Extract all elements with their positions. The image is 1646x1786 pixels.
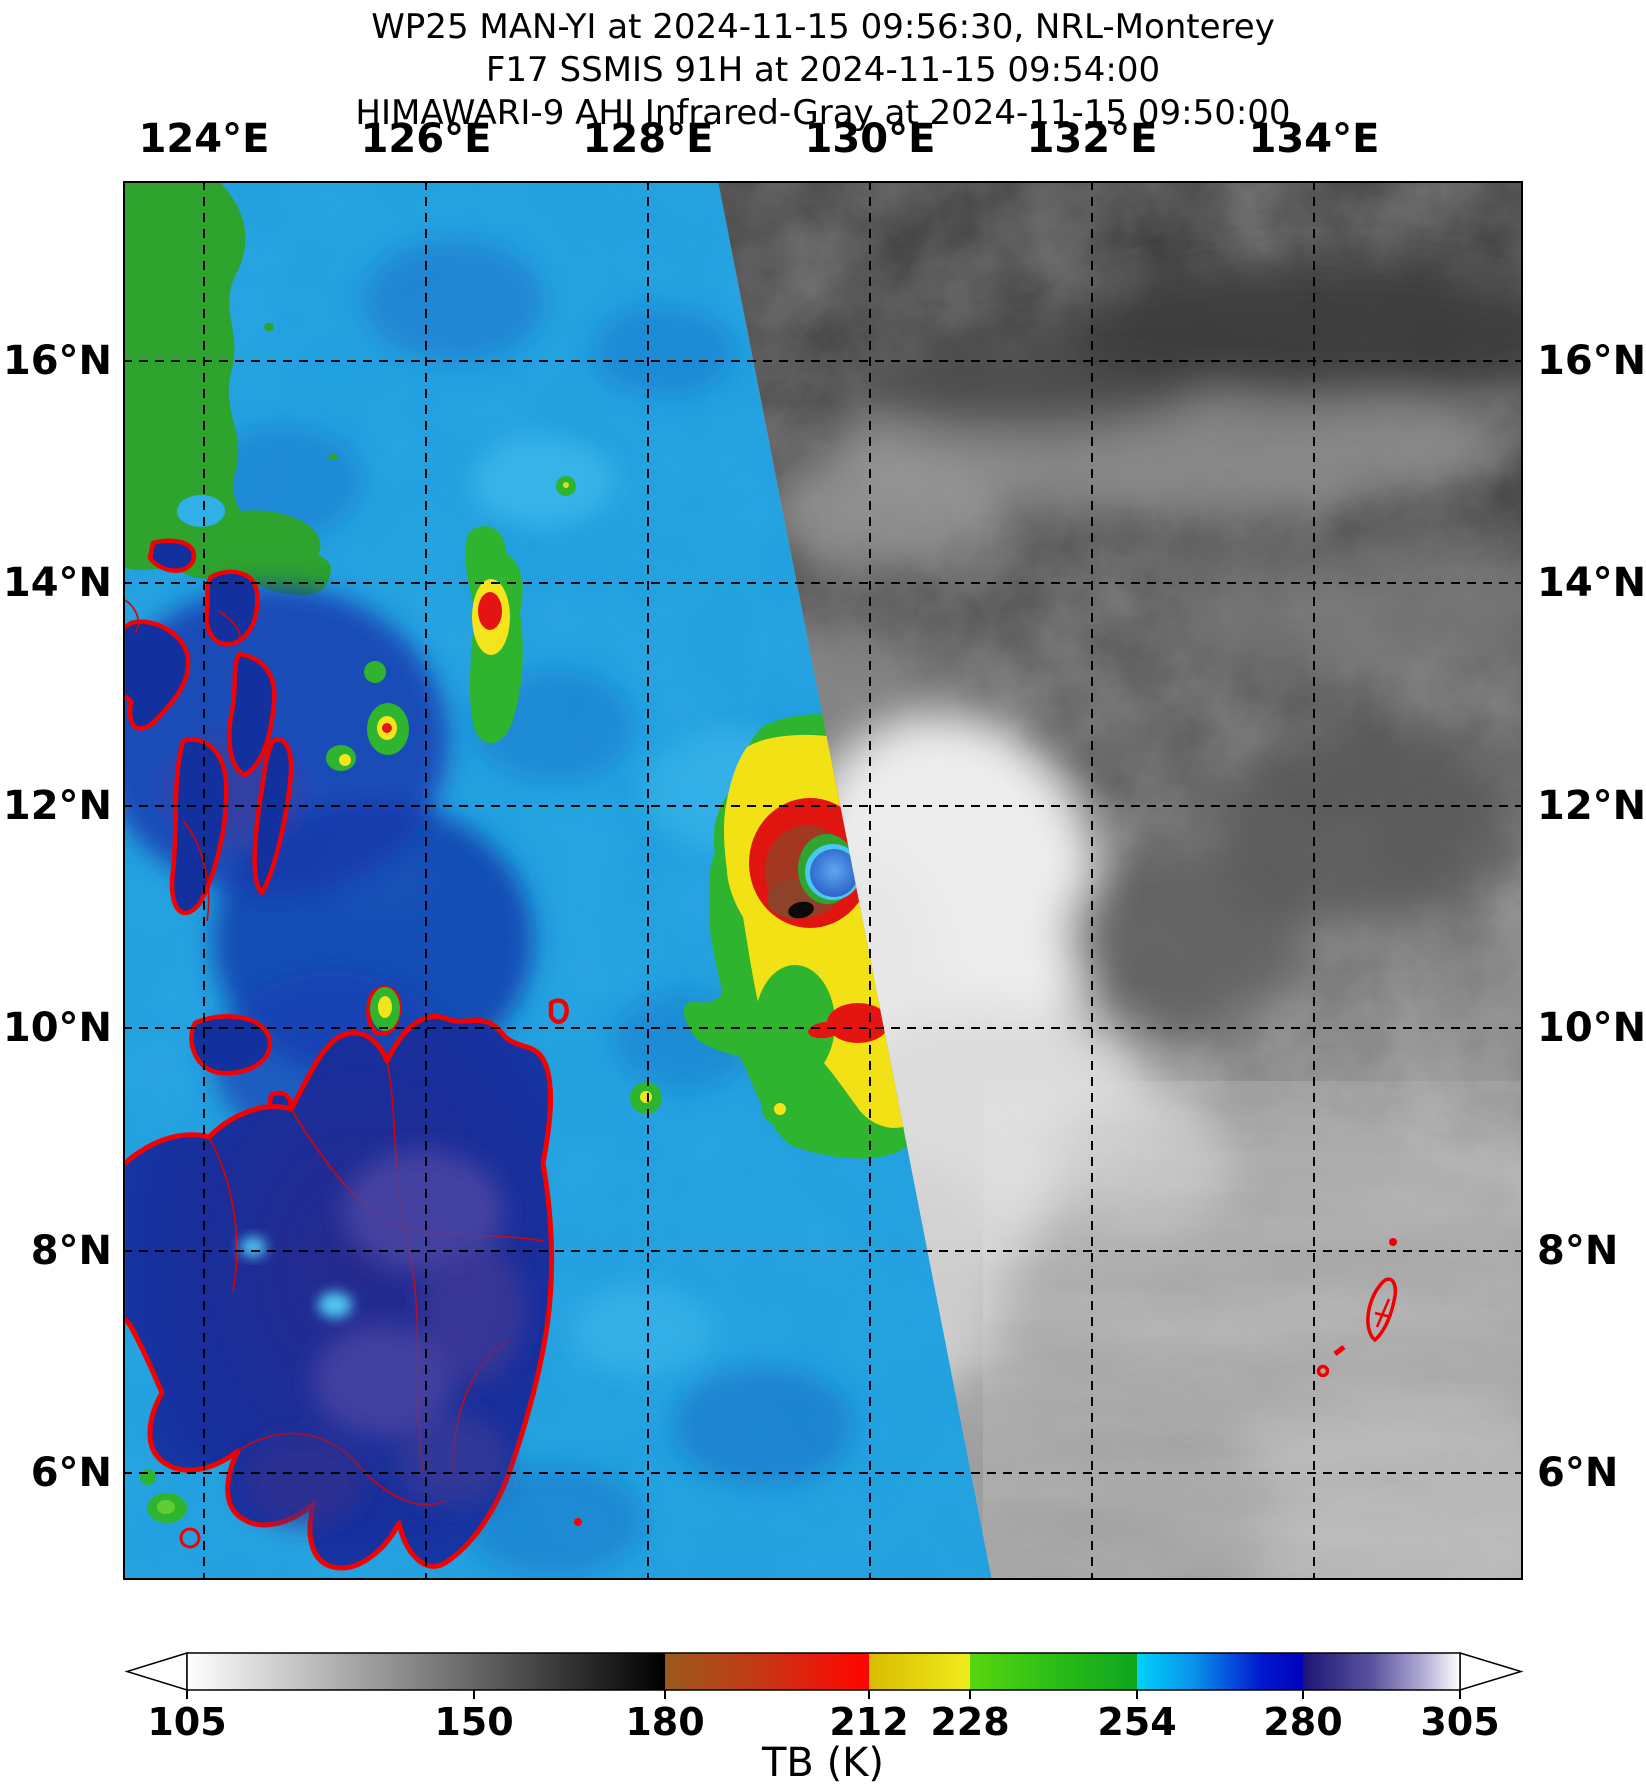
ir-streak-texture: [983, 1081, 1523, 1580]
luzon-landmass: [123, 181, 338, 596]
colorbar-canvas: [124, 1651, 1524, 1699]
cbar-tick-105: 105: [147, 1700, 227, 1744]
cbar-tick-254: 254: [1097, 1700, 1177, 1744]
south-yellow-cell: [774, 1103, 786, 1115]
map-border: [123, 181, 1523, 1580]
colorbar-left-arrow: [124, 1651, 188, 1692]
lon-label-134e: 134°E: [1248, 116, 1380, 162]
south-red-blob: [827, 1003, 889, 1043]
luzon-inlet: [177, 495, 225, 527]
cbar-tick-150: 150: [434, 1700, 514, 1744]
lat-label-right-8n: 8°N: [1537, 1228, 1619, 1274]
lat-label-left-16n: 16°N: [2, 338, 112, 384]
colorbar-outline: [186, 1652, 1461, 1691]
convective-strip: [465, 526, 523, 744]
typhoon-eye: [810, 849, 858, 897]
island-panay: [123, 619, 191, 731]
lat-label-right-16n: 16°N: [1537, 338, 1646, 384]
colorbar: [100, 1646, 1546, 1706]
lat-label-right-10n: 10°N: [1537, 1005, 1646, 1051]
lat-label-left-14n: 14°N: [2, 560, 112, 606]
lat-label-right-6n: 6°N: [1537, 1450, 1619, 1496]
lon-label-130e: 130°E: [804, 116, 936, 162]
lon-label-128e: 128°E: [582, 116, 714, 162]
lat-label-right-12n: 12°N: [1537, 783, 1646, 829]
title-line-2: F17 SSMIS 91H at 2024-11-15 09:54:00: [485, 50, 1161, 90]
colorbar-right-arrow: [1459, 1651, 1524, 1692]
island-cebu: [252, 737, 294, 896]
colorbar-segments: [187, 1653, 1460, 1690]
cbar-tick-180: 180: [625, 1700, 705, 1744]
lon-label-124e: 124°E: [138, 116, 270, 162]
island-leyte: [227, 651, 277, 778]
south-red-marks: [179, 1518, 582, 1549]
island-bohol: [189, 1014, 273, 1076]
mindanao-interior-shading: [243, 1151, 523, 1526]
lat-label-left-12n: 12°N: [2, 783, 112, 829]
cbar-tick-280: 280: [1263, 1700, 1343, 1744]
mindanao-light-spot-2: [240, 1237, 266, 1257]
lat-label-left-8n: 8°N: [30, 1228, 112, 1274]
cbar-tick-212: 212: [829, 1700, 909, 1744]
lon-label-126e: 126°E: [360, 116, 492, 162]
islet-dinagat: [548, 998, 569, 1024]
lat-label-left-10n: 10°N: [2, 1005, 112, 1051]
lon-label-132e: 132°E: [1026, 116, 1158, 162]
map-figure: [123, 181, 1523, 1580]
lat-label-left-6n: 6°N: [30, 1450, 112, 1496]
cbar-tick-305: 305: [1420, 1700, 1500, 1744]
island-samar: [204, 569, 260, 647]
eyewall-south-green: [755, 965, 835, 1081]
map-canvas: [123, 181, 1523, 1580]
title-line-1: WP25 MAN-YI at 2024-11-15 09:56:30, NRL-…: [371, 7, 1275, 47]
cbar-tick-228: 228: [930, 1700, 1010, 1744]
colorbar-ticks: [186, 1690, 1461, 1699]
palau-coastline: [1316, 1238, 1398, 1378]
mindanao-light-spot: [318, 1292, 352, 1318]
colorbar-title: TB (K): [761, 1740, 885, 1786]
title-line-3: HIMAWARI-9 AHI Infrared-Gray at 2024-11-…: [355, 93, 1291, 133]
cold-black-spot: [788, 901, 814, 919]
island-negros: [169, 737, 229, 916]
lat-label-right-14n: 14°N: [1537, 560, 1646, 606]
island-masbate: [147, 538, 197, 573]
